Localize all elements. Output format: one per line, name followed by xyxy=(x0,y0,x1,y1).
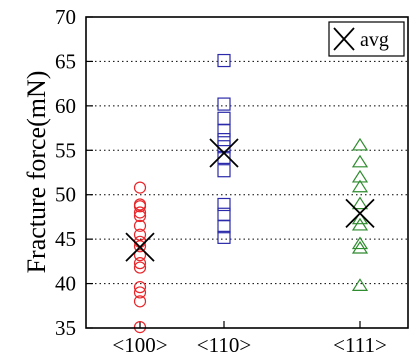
y-tick-label: 35 xyxy=(55,316,76,340)
y-tick-label: 60 xyxy=(55,94,76,118)
circle-marker xyxy=(133,257,147,270)
triangle-marker xyxy=(351,211,369,225)
square-marker xyxy=(217,124,231,138)
circle-marker xyxy=(133,281,147,294)
triangle-marker xyxy=(351,278,369,291)
circle-marker xyxy=(133,249,147,262)
square-marker xyxy=(217,207,231,221)
square-marker xyxy=(217,164,231,178)
y-tick-label: 55 xyxy=(55,138,76,162)
average-cross-marker xyxy=(209,138,239,168)
average-markers xyxy=(125,138,375,262)
triangle-marker xyxy=(351,154,369,168)
y-tick-label: 45 xyxy=(55,227,76,251)
plot-frame xyxy=(85,16,409,329)
legend-label: avg xyxy=(360,29,389,51)
y-tick-label: 65 xyxy=(55,49,76,73)
average-cross-marker xyxy=(125,232,155,262)
x-ticks: <100> <110> <111> xyxy=(112,321,387,357)
x-tick-label: <111> xyxy=(333,333,387,357)
legend-box xyxy=(328,21,405,57)
circle-marker xyxy=(133,206,147,219)
circle-marker xyxy=(133,261,147,274)
y-tick-label: 70 xyxy=(55,5,76,29)
square-marker xyxy=(217,53,231,68)
square-marker xyxy=(217,230,231,244)
triangle-marker xyxy=(351,217,369,231)
data-points xyxy=(133,53,369,334)
triangle-marker xyxy=(351,169,369,183)
average-cross-marker xyxy=(345,198,375,229)
legend: avg xyxy=(328,21,405,57)
circle-marker xyxy=(133,219,147,232)
triangle-marker xyxy=(351,236,369,250)
triangle-marker xyxy=(351,137,369,151)
x-tick-label: <110> xyxy=(197,333,251,357)
y-tick-label: 50 xyxy=(55,183,76,207)
circle-marker xyxy=(133,321,147,334)
square-marker xyxy=(217,150,231,164)
circle-marker xyxy=(133,286,147,299)
y-axis-title: Fracture force(mN) xyxy=(22,71,51,274)
x-tick-label: <100> xyxy=(112,333,167,357)
circle-marker xyxy=(133,228,147,241)
square-marker xyxy=(217,97,231,111)
circle-marker xyxy=(133,181,147,194)
triangle-marker xyxy=(351,240,369,254)
y-ticks: 35 40 45 50 55 60 65 70 xyxy=(55,5,93,340)
triangle-marker xyxy=(351,179,369,193)
circle-marker xyxy=(133,198,147,211)
legend-cross-icon xyxy=(333,27,355,51)
square-marker xyxy=(217,197,231,212)
square-marker xyxy=(217,133,231,147)
circle-marker xyxy=(133,295,147,308)
triangle-marker xyxy=(351,196,369,210)
y-tick-label: 40 xyxy=(55,272,76,296)
square-marker xyxy=(217,111,231,125)
